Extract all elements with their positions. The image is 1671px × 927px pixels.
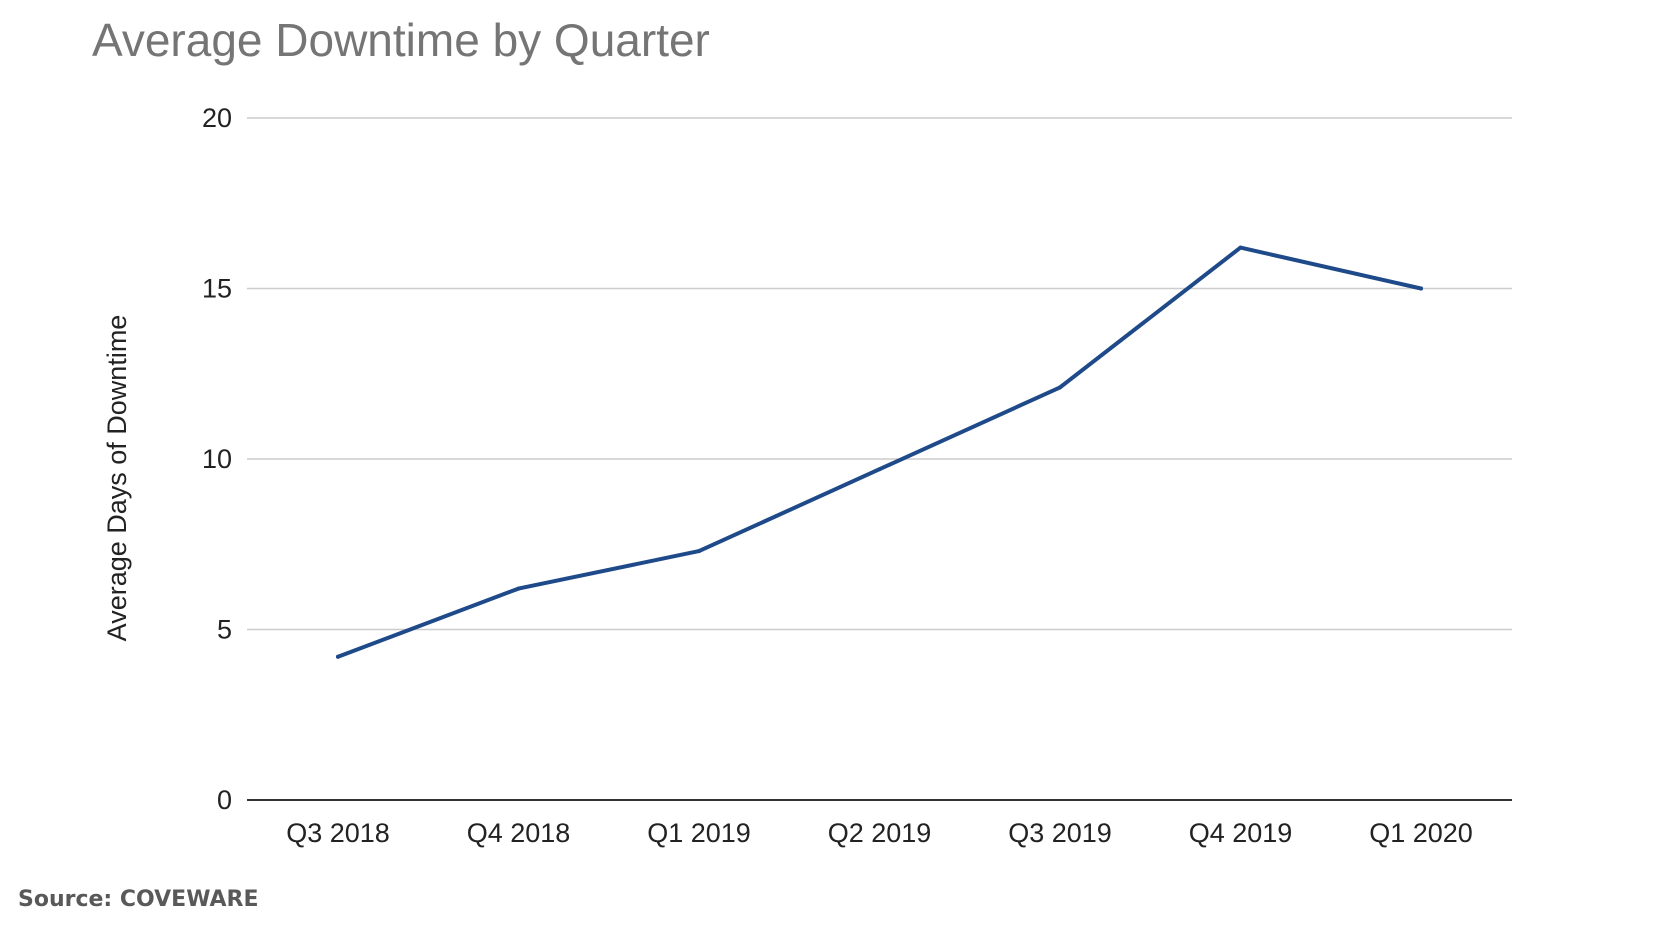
- chart-title: Average Downtime by Quarter: [92, 14, 710, 66]
- x-tick-label: Q4 2019: [1189, 818, 1293, 848]
- y-tick-label: 10: [202, 444, 232, 474]
- gridlines: [247, 117, 1512, 631]
- data-point-q4-2018: [516, 586, 521, 591]
- data-point-q3-2019: [1058, 385, 1062, 390]
- series-line-0: [336, 245, 1423, 659]
- x-tick-labels: Q3 2018 Q4 2018 Q1 2019 Q2 2019 Q3 2019 Q4 20…: [286, 818, 1473, 848]
- series-lines: [336, 245, 1423, 659]
- data-point-q1-2020: [1419, 286, 1423, 291]
- y-tick-label: 0: [217, 785, 232, 815]
- data-point-q3-2018: [336, 654, 340, 659]
- source-note: Source: COVEWARE: [18, 887, 258, 912]
- x-tick-label: Q1 2019: [647, 818, 751, 848]
- y-tick-labels: 0 5 10 15 20: [202, 103, 232, 815]
- x-tick-label: Q2 2019: [828, 818, 932, 848]
- x-tick-label: Q1 2020: [1369, 818, 1473, 848]
- x-tick-label: Q3 2019: [1008, 818, 1112, 848]
- data-point-q2-2019: [877, 467, 882, 472]
- y-tick-label: 15: [202, 274, 232, 304]
- x-tick-label: Q4 2018: [467, 818, 571, 848]
- y-tick-label: 5: [217, 615, 232, 645]
- y-tick-label: 20: [202, 103, 232, 133]
- data-point-q1-2019: [697, 549, 701, 554]
- data-point-q4-2019: [1238, 245, 1243, 250]
- y-axis-label: Average Days of Downtime: [102, 315, 132, 642]
- x-tick-label: Q3 2018: [286, 818, 390, 848]
